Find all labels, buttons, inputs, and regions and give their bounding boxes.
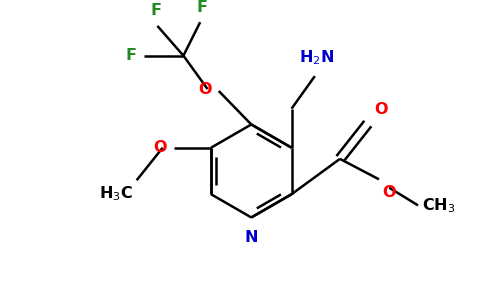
Text: F: F (150, 4, 161, 19)
Text: O: O (374, 102, 388, 117)
Text: O: O (153, 140, 166, 155)
Text: CH$_3$: CH$_3$ (422, 196, 455, 215)
Text: H$_2$N: H$_2$N (299, 48, 334, 67)
Text: O: O (383, 185, 396, 200)
Text: N: N (244, 230, 258, 244)
Text: F: F (197, 0, 208, 15)
Text: O: O (198, 82, 212, 97)
Text: H$_3$C: H$_3$C (99, 184, 133, 203)
Text: F: F (126, 48, 137, 63)
